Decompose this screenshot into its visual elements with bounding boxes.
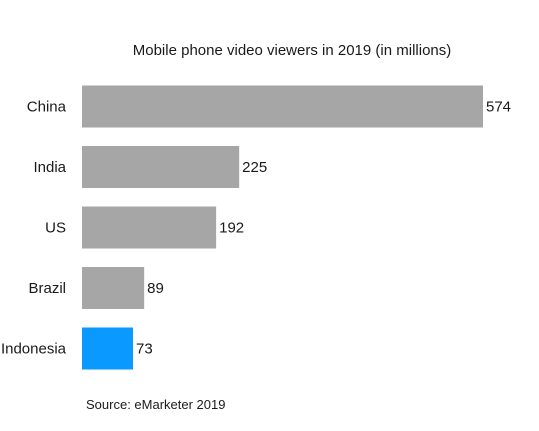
bar-india — [82, 146, 240, 188]
category-label-india: India — [33, 159, 66, 176]
bar-china — [82, 85, 483, 128]
category-label-china: China — [27, 99, 67, 116]
bar-us — [82, 206, 217, 249]
value-label-brazil: 89 — [147, 280, 164, 297]
bar-brazil — [82, 267, 145, 309]
bar-indonesia — [82, 327, 133, 370]
chart-title: Mobile phone video viewers in 2019 (in m… — [132, 42, 452, 59]
value-label-china: 574 — [486, 99, 511, 116]
value-label-indonesia: 73 — [136, 341, 153, 358]
value-label-us: 192 — [219, 220, 244, 237]
category-label-indonesia: Indonesia — [1, 341, 67, 358]
source-note: Source: eMarketer 2019 — [86, 397, 226, 412]
category-label-brazil: Brazil — [28, 280, 66, 297]
category-label-us: US — [45, 220, 66, 237]
value-label-india: 225 — [242, 159, 267, 176]
